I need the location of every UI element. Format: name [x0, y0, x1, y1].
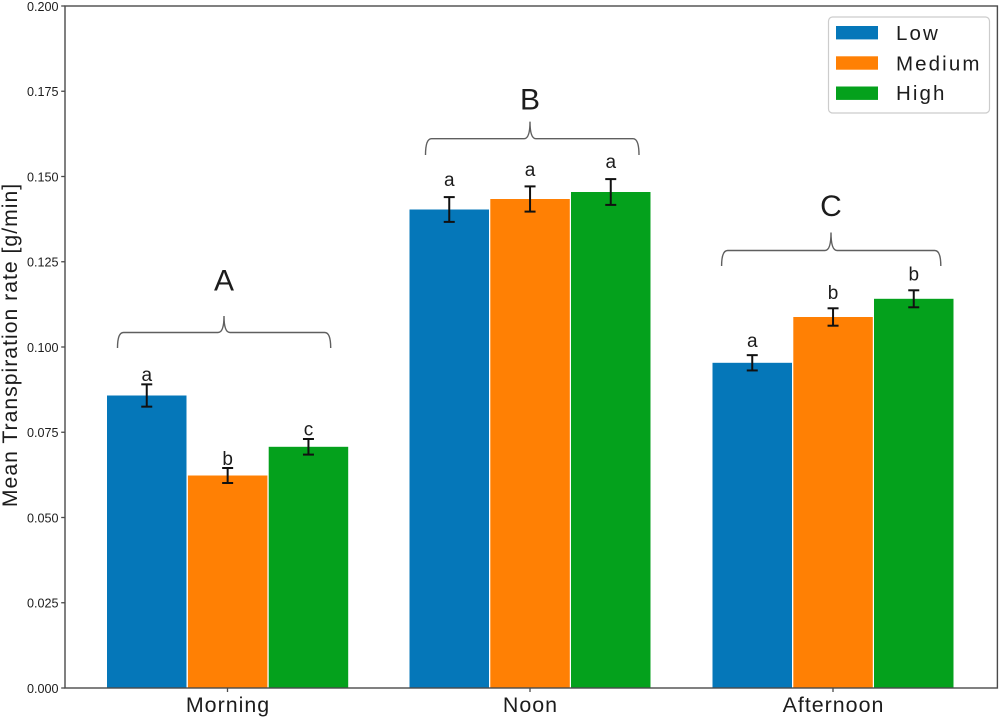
- svg-text:B: B: [520, 83, 540, 116]
- svg-text:a: a: [444, 170, 455, 191]
- svg-text:Morning: Morning: [186, 693, 270, 717]
- svg-text:b: b: [908, 265, 919, 286]
- svg-text:0.075: 0.075: [27, 426, 59, 440]
- svg-text:0.150: 0.150: [27, 170, 59, 184]
- svg-text:Noon: Noon: [503, 693, 558, 717]
- svg-text:High: High: [896, 82, 947, 105]
- svg-text:c: c: [304, 419, 314, 440]
- svg-text:b: b: [828, 283, 839, 304]
- svg-text:b: b: [222, 449, 233, 470]
- svg-text:0.100: 0.100: [27, 341, 59, 355]
- svg-text:a: a: [141, 365, 152, 386]
- svg-text:C: C: [820, 190, 842, 223]
- svg-text:A: A: [214, 265, 234, 298]
- svg-text:0.050: 0.050: [27, 511, 59, 525]
- svg-text:a: a: [525, 160, 536, 181]
- svg-text:0.200: 0.200: [27, 0, 59, 14]
- svg-text:a: a: [747, 331, 758, 352]
- svg-text:0.000: 0.000: [27, 682, 59, 696]
- svg-text:Medium: Medium: [896, 52, 982, 75]
- svg-text:0.125: 0.125: [27, 256, 59, 270]
- svg-text:0.175: 0.175: [27, 85, 59, 99]
- svg-text:0.025: 0.025: [27, 597, 59, 611]
- svg-text:Afternoon: Afternoon: [783, 693, 885, 717]
- svg-text:Mean Transpiration rate [g/min: Mean Transpiration rate [g/min]: [0, 183, 22, 507]
- svg-text:a: a: [605, 152, 616, 173]
- svg-text:Low: Low: [896, 22, 940, 45]
